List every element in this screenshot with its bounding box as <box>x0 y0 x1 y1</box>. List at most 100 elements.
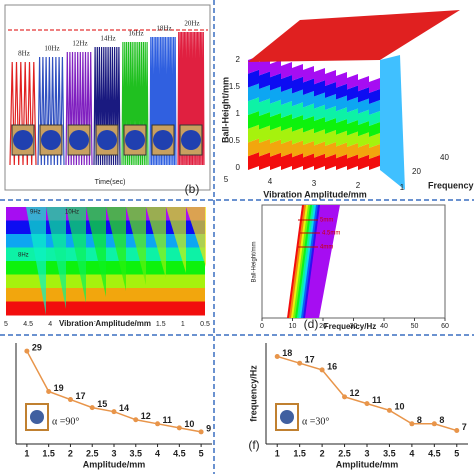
x-tick-label: 2 <box>356 181 361 190</box>
value-label: 11 <box>163 415 173 425</box>
x-tick-label: 4 <box>268 177 273 186</box>
data-point <box>67 397 73 403</box>
value-label: 17 <box>305 355 315 365</box>
contour-wedge <box>86 207 106 297</box>
contour-wedge <box>66 207 86 303</box>
surface-band <box>270 152 281 170</box>
surface-band <box>369 144 380 159</box>
frequency-label: 12Hz <box>72 40 87 48</box>
data-point <box>24 348 30 354</box>
surface-band <box>336 107 347 123</box>
x-tick-label: 4.5 <box>428 448 441 458</box>
surface-band <box>281 75 292 92</box>
surface-band <box>369 89 380 104</box>
surface-band <box>325 154 336 170</box>
x-tick-label: 1 <box>24 448 29 458</box>
value-label: 11 <box>372 395 382 405</box>
x-axis-label: Amplitude/mm <box>83 459 146 469</box>
surface-band <box>369 78 380 93</box>
surface-band <box>336 72 347 88</box>
surface-band <box>281 127 292 144</box>
x-tick-label: 5 <box>224 175 229 184</box>
y-axis-label: frequency/Hz <box>248 365 258 422</box>
value-label: 29 <box>32 342 42 352</box>
oscillation <box>121 41 149 166</box>
x-tick-label: 5 <box>4 321 8 328</box>
x-tick-label: 3.5 <box>67 321 77 328</box>
surface-band <box>248 111 259 129</box>
surface-band <box>347 74 358 90</box>
frequency-label: 9Hz <box>30 210 41 216</box>
data-point <box>386 407 392 413</box>
surface-band <box>292 89 303 107</box>
surface-band <box>325 82 336 98</box>
panel-label: (f) <box>248 438 259 452</box>
surface-band <box>270 73 281 91</box>
surface-band <box>314 68 325 85</box>
data-point <box>342 394 348 400</box>
value-label: 17 <box>75 391 85 401</box>
x-tick-label: 1 <box>275 448 280 458</box>
x-tick-label: 1.5 <box>293 448 306 458</box>
surface-band <box>336 154 347 170</box>
frequency-label: 10Hz <box>65 210 79 216</box>
x-axis-label: Vibration Amplitude/mm <box>59 319 151 328</box>
surface-band <box>314 92 325 109</box>
contour-band <box>6 288 205 302</box>
surface-band <box>325 142 336 158</box>
ball <box>153 130 173 150</box>
x-tick-label: 20 <box>319 323 327 330</box>
data-point <box>274 353 280 359</box>
x-axis-label: Amplitude/mm <box>336 459 399 469</box>
height-label: 5mm <box>320 218 333 224</box>
surface-band <box>281 88 292 105</box>
x-tick-label: 2 <box>68 448 73 458</box>
x-tick-label: 2 <box>137 321 141 328</box>
oscillation <box>177 31 205 166</box>
surface-band <box>303 116 314 133</box>
ball <box>181 130 201 150</box>
surface-side <box>380 55 405 190</box>
surface-band <box>347 97 358 113</box>
surface-band <box>292 76 303 94</box>
height-label: 4mm <box>320 245 333 251</box>
ball <box>125 130 145 150</box>
ball <box>69 130 89 150</box>
surface-band <box>259 125 270 143</box>
panel-label: (b) <box>185 182 200 196</box>
x-tick-label: 3.5 <box>130 448 143 458</box>
surface-band <box>347 154 358 170</box>
value-label: 18 <box>282 348 292 358</box>
x-tick-label: 3 <box>111 448 116 458</box>
y-tick-label: 40 <box>440 153 449 162</box>
surface-band <box>314 104 325 121</box>
value-label: 14 <box>119 403 129 413</box>
data-point <box>46 388 52 394</box>
surface-band <box>303 141 314 158</box>
sample-icon <box>25 403 49 431</box>
surface-band <box>259 139 270 157</box>
contour-wedge <box>46 207 66 309</box>
z-tick-label: 1 <box>236 109 241 118</box>
frequency-label: 18Hz <box>156 25 171 33</box>
y-axis-label: Frequency <box>428 180 474 190</box>
value-label: 8 <box>417 415 422 425</box>
surface-band <box>325 94 336 110</box>
z-tick-label: 0.5 <box>229 136 241 145</box>
surface-band <box>281 140 292 157</box>
surface-band <box>369 111 380 126</box>
x-tick-label: 60 <box>441 323 449 330</box>
oscillation <box>65 51 93 166</box>
surface-band <box>358 98 369 114</box>
x-tick-label: 4 <box>409 448 414 458</box>
surface-band <box>358 143 369 159</box>
surface-band <box>259 71 270 89</box>
x-tick-label: 0 <box>260 323 264 330</box>
contour-wedge <box>186 207 206 267</box>
ball-icon <box>30 410 44 424</box>
value-label: 9 <box>206 423 211 433</box>
surface-band <box>259 85 270 103</box>
x-tick-label: 2.5 <box>338 448 351 458</box>
frequency-label: 8Hz <box>18 50 30 58</box>
surface-band <box>303 103 314 120</box>
